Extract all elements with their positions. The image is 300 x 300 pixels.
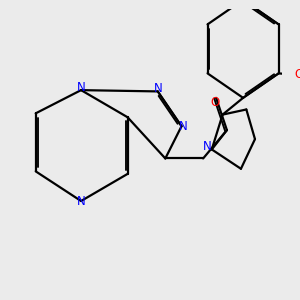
Text: N: N: [77, 194, 85, 208]
Text: N: N: [153, 82, 162, 95]
Text: O: O: [210, 96, 219, 109]
Text: N: N: [203, 140, 212, 153]
Text: N: N: [178, 120, 187, 133]
Text: O: O: [295, 68, 300, 81]
Text: N: N: [77, 81, 85, 94]
